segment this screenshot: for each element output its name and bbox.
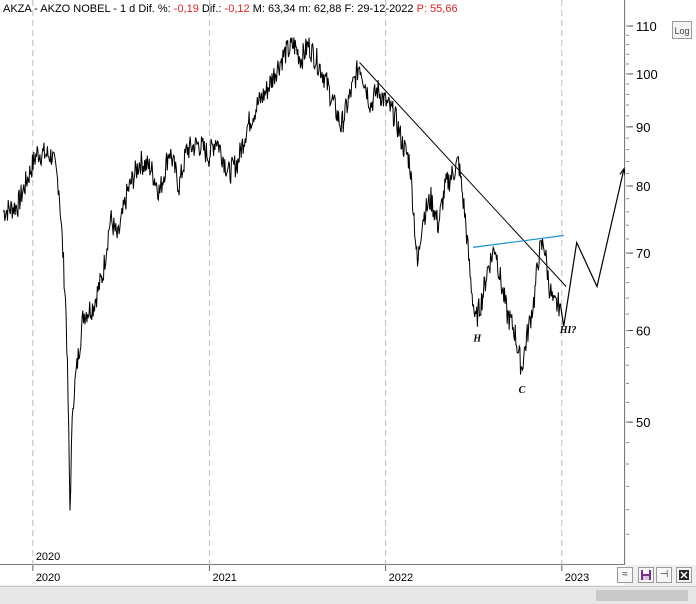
annotation-hiq: HI? — [559, 325, 577, 336]
x-tick-label-2020: 2020 — [36, 572, 60, 584]
min-label: m: 62,88 — [298, 3, 342, 15]
x-top-label: 2020 — [36, 551, 60, 563]
y-tick-label-90: 90 — [636, 120, 650, 135]
x-axis-ticks: 2020 2021 2022 2023 — [32, 565, 589, 584]
projection-path — [559, 168, 625, 327]
x-tick-label-2022: 2022 — [389, 572, 413, 584]
close-icon[interactable] — [676, 567, 692, 583]
plot-area[interactable]: 2020 H C HI? AKZA - AKZO NOBEL - 1 d Dif. %… — [0, 0, 625, 565]
x-tick-label-2023: 2023 — [565, 572, 589, 584]
horizontal-scrollbar[interactable] — [0, 586, 696, 604]
dif-value: -0,12 — [224, 3, 250, 15]
scrollbar-thumb[interactable] — [596, 590, 688, 601]
y-tick-label-110: 110 — [636, 19, 657, 34]
price-label: P: 55,66 — [416, 3, 458, 15]
price-chart: 2020 H C HI? — [2, 0, 625, 565]
y-tick-label-50: 50 — [636, 415, 650, 430]
dif-pct-label: Dif. %: — [138, 3, 171, 15]
log-scale-button[interactable]: Log — [672, 21, 692, 39]
chart-header: AKZA - AKZO NOBEL - 1 d Dif. %: -0,19 Di… — [3, 3, 458, 15]
y-tick-label-80: 80 — [636, 179, 650, 194]
pin-icon[interactable]: ⊣ — [656, 567, 672, 583]
projection-arrowhead — [619, 167, 625, 176]
save-icon[interactable] — [638, 567, 654, 583]
date-label: F: 29-12-2022 — [344, 3, 414, 15]
annotation-h: H — [472, 333, 482, 344]
annotation-c: C — [519, 385, 526, 396]
downtrend-line — [359, 62, 567, 287]
y-tick-label-60: 60 — [636, 324, 650, 339]
neckline — [472, 234, 564, 248]
price-series-line — [2, 37, 561, 511]
wave-icon[interactable]: ≈ — [617, 567, 633, 583]
y-tick-label-100: 100 — [636, 67, 658, 82]
dif-label: Dif.: — [201, 3, 222, 15]
y-axis-ticks: 50 60 70 80 90 100 110 — [626, 19, 658, 535]
max-label: M: 63,34 — [252, 3, 296, 15]
y-tick-label-70: 70 — [636, 246, 650, 261]
ticker-label: AKZA - AKZO NOBEL - 1 d — [3, 3, 136, 15]
dif-pct-value: -0,19 — [173, 3, 199, 15]
x-tick-label-2021: 2021 — [212, 572, 236, 584]
x-axis[interactable]: 2020 2021 2022 2023 — [0, 565, 625, 585]
y-axis[interactable]: 50 60 70 80 90 100 110 — [626, 0, 696, 565]
